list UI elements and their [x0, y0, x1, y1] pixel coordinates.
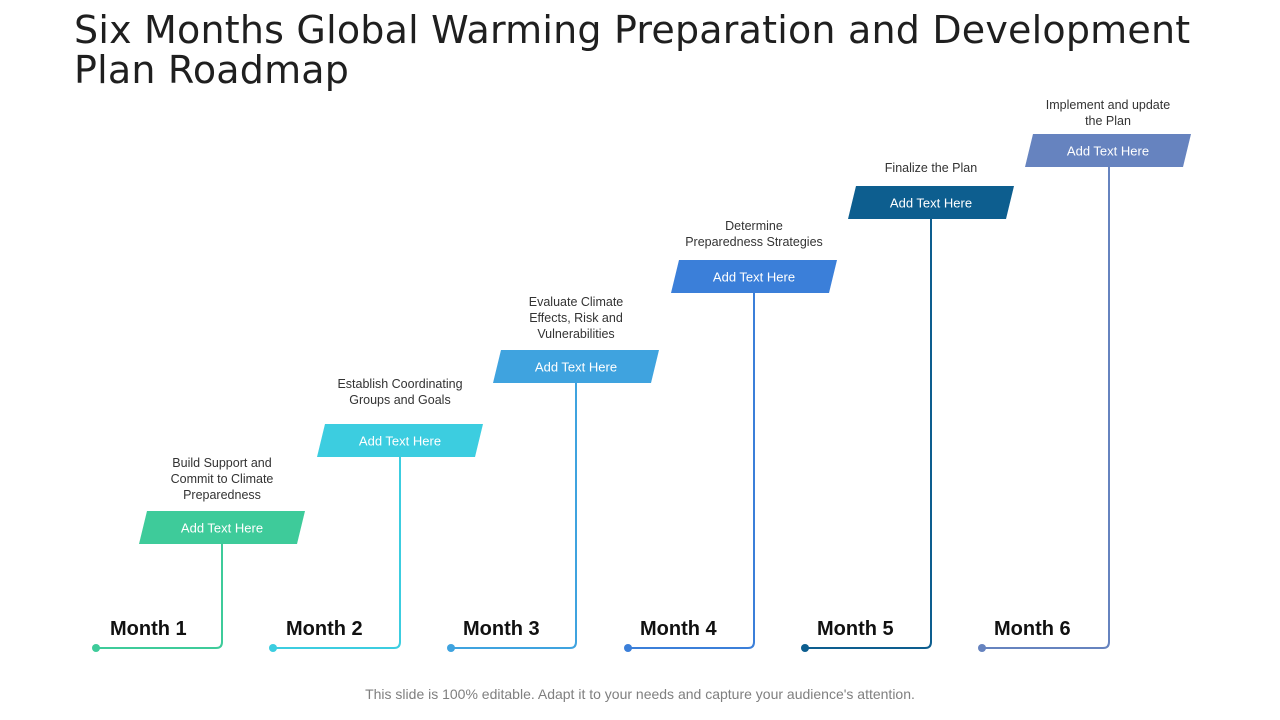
- footer-note: This slide is 100% editable. Adapt it to…: [365, 686, 915, 702]
- step-box-5: [848, 186, 1014, 219]
- step-box-label-2: Add Text Here: [359, 434, 441, 449]
- step-box-4: [671, 260, 837, 293]
- connector-line-6: [982, 167, 1110, 649]
- start-dot-2: [269, 644, 277, 652]
- month-label-2: Month 2: [286, 618, 363, 640]
- month-label-1: Month 1: [110, 618, 187, 640]
- step-box-label-5: Add Text Here: [890, 196, 972, 211]
- step-box-1: [139, 511, 305, 544]
- connector-line-5: [805, 219, 932, 649]
- month-label-6: Month 6: [994, 618, 1071, 640]
- step-description-4: Determine Preparedness Strategies: [685, 219, 823, 249]
- step-description-6: Implement and update the Plan: [1045, 98, 1171, 128]
- month-label-5: Month 5: [817, 618, 894, 640]
- step-box-3: [493, 350, 659, 383]
- start-dot-5: [801, 644, 809, 652]
- month-label-4: Month 4: [640, 618, 717, 640]
- connector-line-1: [96, 544, 223, 649]
- step-box-label-6: Add Text Here: [1067, 144, 1149, 159]
- step-box-label-4: Add Text Here: [713, 270, 795, 285]
- step-description-3: Evaluate Climate Effects, Risk and Vulne…: [528, 295, 624, 341]
- start-dot-1: [92, 644, 100, 652]
- step-description-5: Finalize the Plan: [884, 161, 978, 175]
- step-box-label-1: Add Text Here: [181, 521, 263, 536]
- connector-line-4: [628, 293, 755, 649]
- slide-title: Six Months Global Warming Preparation an…: [74, 8, 1191, 92]
- step-description-1: Build Support and Commit to Climate Prep…: [170, 456, 274, 502]
- step-description-2: Establish Coordinating Groups and Goals: [337, 377, 463, 407]
- connector-line-2: [273, 457, 401, 649]
- connector-line-3: [451, 383, 577, 649]
- step-box-2: [317, 424, 483, 457]
- start-dot-6: [978, 644, 986, 652]
- step-box-label-3: Add Text Here: [535, 360, 617, 375]
- month-label-3: Month 3: [463, 618, 540, 640]
- step-box-6: [1025, 134, 1191, 167]
- start-dot-3: [447, 644, 455, 652]
- start-dot-4: [624, 644, 632, 652]
